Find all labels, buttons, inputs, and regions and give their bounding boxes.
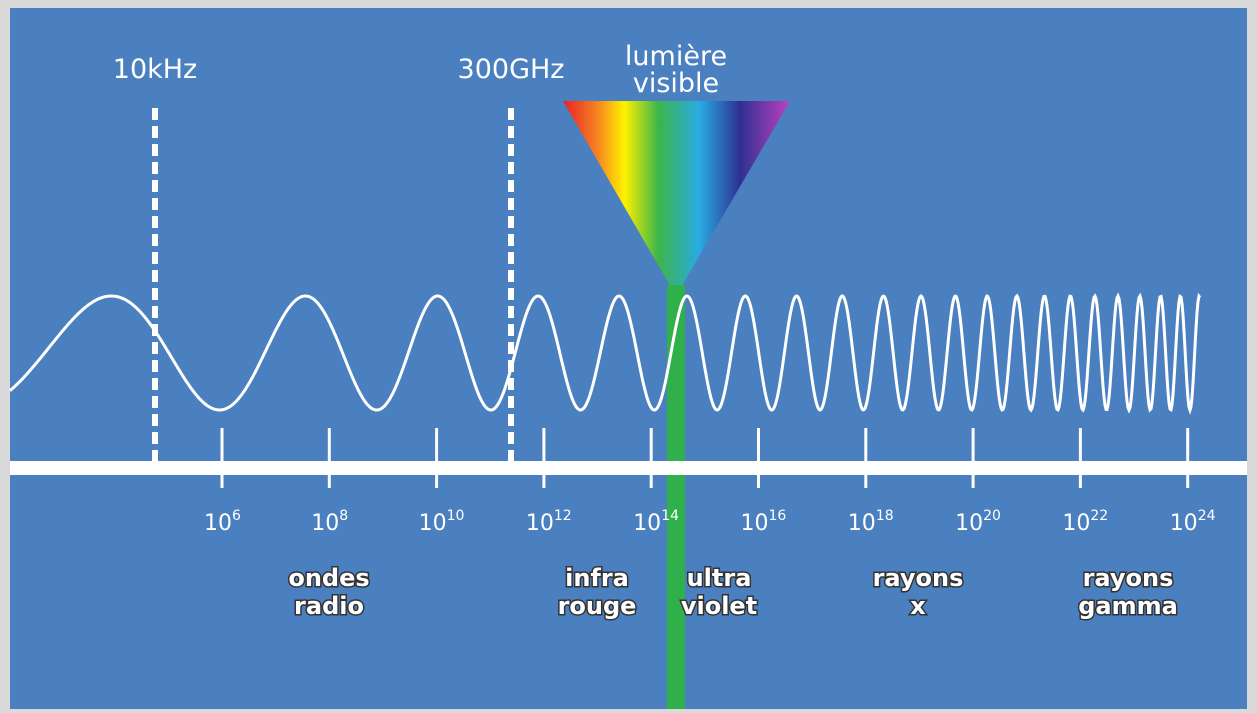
band-label: rayons [873, 564, 964, 592]
axis [10, 461, 1247, 475]
tick-base: 10 [848, 511, 876, 536]
tick-base: 10 [526, 511, 554, 536]
band-label: radio [294, 592, 364, 620]
tick-base: 10 [955, 511, 983, 536]
band-label: ultra [687, 564, 752, 592]
light-beam [667, 285, 685, 709]
tick-base: 10 [204, 511, 232, 536]
band-label: rayons [1083, 564, 1174, 592]
band-label: x [910, 592, 926, 620]
tick-exponent: 12 [554, 508, 572, 524]
tick-base: 10 [633, 511, 661, 536]
marker-label: 300GHz [458, 54, 565, 85]
tick-base: 10 [1170, 511, 1198, 536]
marker-label: 10kHz [113, 54, 197, 85]
band-label: ondes [288, 564, 369, 592]
tick-exponent: 20 [983, 508, 1001, 524]
tick-exponent: 24 [1198, 508, 1216, 524]
tick-base: 10 [741, 511, 769, 536]
tick-exponent: 22 [1090, 508, 1108, 524]
tick-exponent: 18 [876, 508, 894, 524]
spectrum-diagram: 10kHz 300GHz lumière visible 10610810101… [0, 0, 1257, 709]
tick-exponent: 14 [661, 508, 679, 524]
tick-exponent: 16 [769, 508, 787, 524]
band-label: infra [565, 564, 629, 592]
tick-exponent: 10 [447, 508, 465, 524]
tick-base: 10 [1062, 511, 1090, 536]
band-label: rouge [558, 592, 637, 620]
band-label: gamma [1078, 592, 1178, 620]
band-label: violet [681, 592, 757, 620]
tick-base: 10 [419, 511, 447, 536]
tick-exponent: 8 [339, 508, 348, 524]
visible-label: visible [633, 68, 719, 99]
tick-exponent: 6 [232, 508, 241, 524]
tick-base: 10 [311, 511, 339, 536]
